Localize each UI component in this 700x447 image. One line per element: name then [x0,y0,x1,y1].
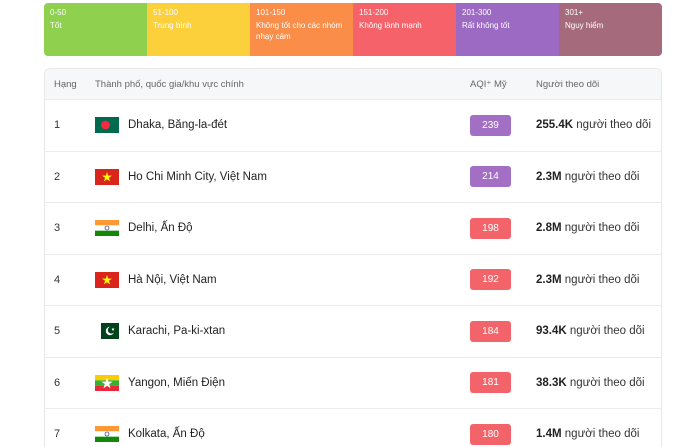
followers-label: người theo dõi [561,170,640,183]
followers-number: 38.3K [536,376,567,389]
header-rank: Hạng [54,78,77,90]
header-city: Thành phố, quốc gia/khu vực chính [95,78,244,90]
followers-number: 1.4M [536,428,562,441]
legend-good: 0-50 Tốt [44,3,147,56]
pakistan-flag-icon [95,323,119,340]
legend-label: Không tốt cho các nhóm nhạy cảm [256,21,343,41]
city-link[interactable]: Kolkata, Ấn Độ [128,428,205,441]
legend-range: 101-150 [256,8,286,17]
rank-number: 2 [54,170,61,183]
city-link[interactable]: Delhi, Ấn Độ [128,222,193,235]
aqi-badge: 180 [470,423,511,445]
bangladesh-flag-icon [95,117,119,134]
legend-range: 151-200 [359,8,389,17]
aqi-legend: 0-50 Tốt 51-100 Trung bình 101-150 Không… [44,3,662,56]
legend-hazardous: 301+ Nguy hiểm [559,3,662,56]
followers-label: người theo dõi [566,376,645,389]
table-row[interactable]: 7 Kolkata, Ấn Độ 180 1.4M người theo dõi [45,408,661,447]
legend-range: 201-300 [462,8,492,17]
city-link[interactable]: Hà Nội, Việt Nam [128,273,217,286]
myanmar-flag-icon [95,374,119,391]
vietnam-flag-icon [95,168,119,185]
table-row[interactable]: 5 Karachi, Pa-ki-xtan 184 93.4K người th… [45,305,661,357]
followers-count: 255.4K người theo dõi [536,119,651,131]
aqi-badge: 192 [470,269,511,291]
vietnam-flag-icon [95,271,119,288]
aqi-badge: 214 [470,166,511,188]
legend-very-unhealthy: 201-300 Rất không tốt [456,3,559,56]
aqi-badge: 181 [470,372,511,394]
rank-number: 1 [54,119,61,132]
city-link[interactable]: Dhaka, Băng-la-đét [128,119,228,132]
followers-number: 93.4K [536,325,567,338]
aqi-badge: 184 [470,320,511,342]
legend-label: Tốt [50,21,62,30]
legend-moderate: 51-100 Trung bình [147,3,250,56]
legend-label: Trung bình [153,21,192,30]
followers-number: 255.4K [536,119,574,132]
legend-label: Không lành mạnh [359,21,422,30]
rank-number: 4 [54,273,61,286]
india-flag-icon [95,426,119,443]
followers-label: người theo dõi [573,119,651,132]
table-row[interactable]: 3 Delhi, Ấn Độ 198 2.8M người theo dõi [45,202,661,254]
followers-label: người theo dõi [561,273,640,286]
india-flag-icon [95,220,119,237]
followers-count: 1.4M người theo dõi [536,428,639,440]
legend-label: Rất không tốt [462,21,510,30]
followers-number: 2.8M [536,222,562,235]
aqi-badge: 198 [470,217,511,239]
rank-number: 6 [54,376,61,389]
city-link[interactable]: Yangon, Miến Điện [128,376,225,389]
rank-number: 7 [54,428,61,441]
table-row[interactable]: 6 Yangon, Miến Điện 181 38.3K người theo… [45,356,661,409]
followers-number: 2.3M [536,170,562,183]
followers-label: người theo dõi [561,222,640,235]
header-followers[interactable]: Người theo dõi [536,78,600,90]
followers-label: người theo dõi [561,428,640,441]
table-row[interactable]: 1 Dhaka, Băng-la-đét 239 255.4K người th… [45,99,661,151]
legend-unhealthy: 151-200 Không lành mạnh [353,3,456,56]
legend-label: Nguy hiểm [565,21,604,30]
table-row[interactable]: 2 Ho Chi Minh City, Việt Nam 214 2.3M ng… [45,150,661,203]
table-row[interactable]: 4 Hà Nội, Việt Nam 192 2.3M người theo d… [45,253,661,306]
legend-unhealthy-sensitive: 101-150 Không tốt cho các nhóm nhạy cảm [250,3,353,56]
aqi-badge: 239 [470,114,511,136]
followers-count: 2.3M người theo dõi [536,171,639,183]
legend-range: 301+ [565,8,584,17]
followers-count: 2.3M người theo dõi [536,274,639,286]
followers-count: 93.4K người theo dõi [536,325,645,337]
city-link[interactable]: Karachi, Pa-ki-xtan [128,325,226,338]
followers-number: 2.3M [536,273,562,286]
followers-count: 38.3K người theo dõi [536,377,645,389]
followers-label: người theo dõi [566,325,645,338]
rank-number: 3 [54,222,61,235]
city-link[interactable]: Ho Chi Minh City, Việt Nam [128,170,267,183]
table-header: Hạng Thành phố, quốc gia/khu vực chính A… [45,69,661,99]
legend-range: 0-50 [50,8,67,17]
ranking-table: Hạng Thành phố, quốc gia/khu vực chính A… [44,68,662,447]
followers-count: 2.8M người theo dõi [536,222,639,234]
rank-number: 5 [54,325,61,338]
legend-range: 51-100 [153,8,178,17]
header-aqi[interactable]: AQI⁺ Mỹ [470,78,507,90]
